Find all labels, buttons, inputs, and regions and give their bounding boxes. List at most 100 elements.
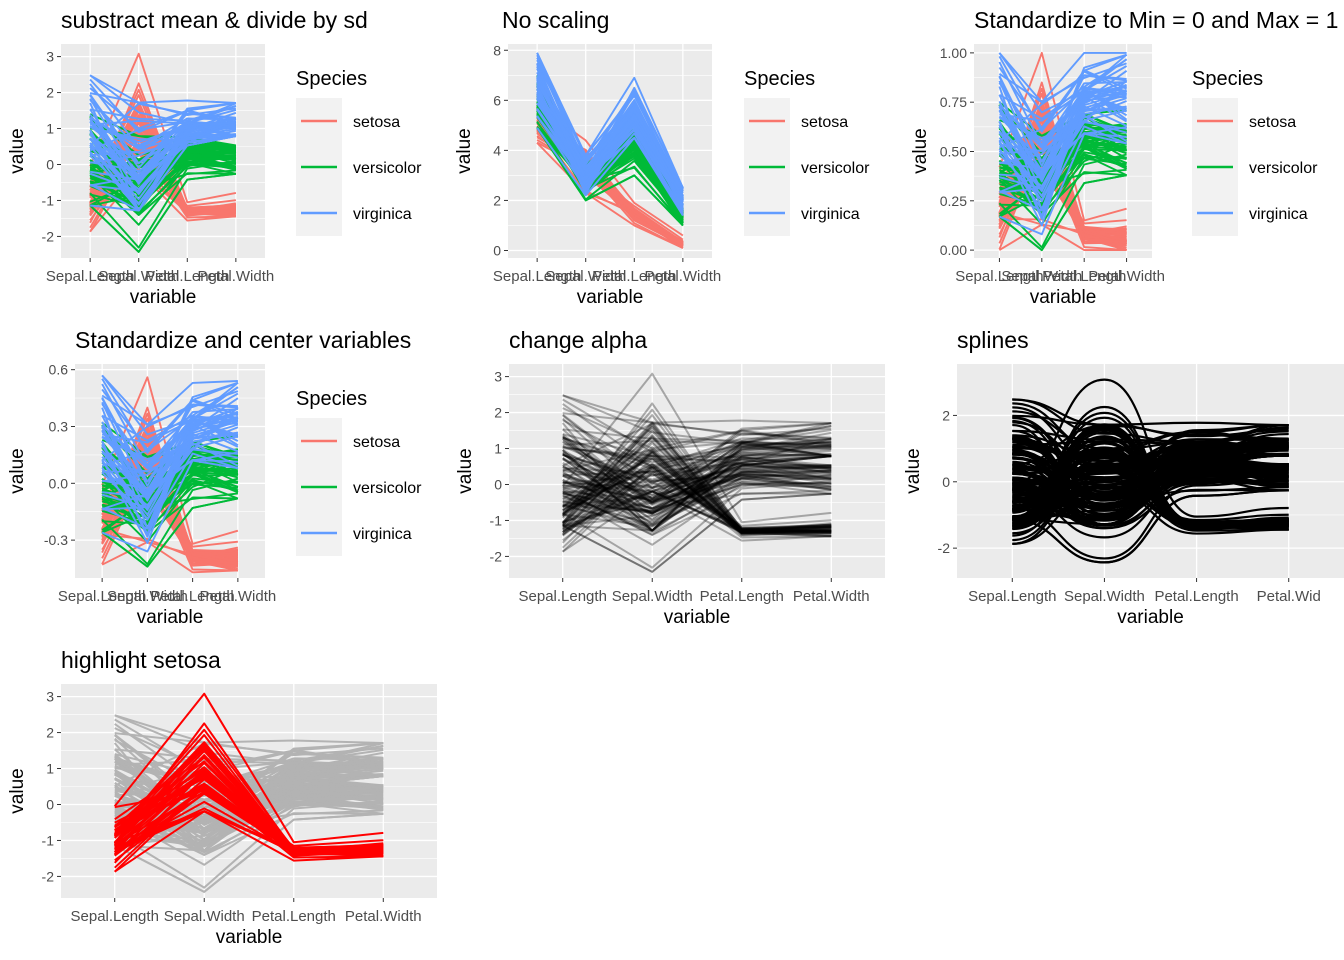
legend-label-versicolor: versicolor: [1249, 160, 1318, 177]
series-line-virginica: [562, 453, 832, 532]
series-line-setosa: [114, 785, 384, 873]
series-line-versicolor: [562, 469, 832, 515]
series-line-versicolor: [1012, 477, 1289, 560]
series-line-virginica: [101, 433, 239, 516]
series-line-virginica: [562, 451, 832, 521]
series-line-virginica: [101, 416, 239, 473]
x-axis-title: variable: [577, 287, 644, 308]
series-line-versicolor: [562, 492, 832, 573]
series-line-virginica: [562, 441, 832, 464]
series-line-setosa: [562, 490, 832, 535]
series-line-setosa: [562, 451, 832, 537]
x-tick-label: Sepal.Length: [46, 268, 134, 285]
series-line-setosa: [562, 469, 832, 530]
series-line-virginica: [562, 455, 832, 513]
series-line-versicolor: [89, 148, 237, 207]
series-line-virginica: [536, 102, 684, 201]
series-line-versicolor: [562, 468, 832, 527]
series-line-setosa: [561, 372, 832, 524]
series-line-versicolor: [562, 477, 832, 513]
chart-panel-2: No scaling02468Sepal.LengthSepal.WidthPe…: [454, 7, 870, 308]
series-line-virginica: [562, 413, 832, 485]
y-tick-label: 1: [46, 121, 54, 137]
series-line-virginica: [562, 429, 832, 504]
series-line-versicolor: [562, 454, 832, 481]
x-tick-label: Petal.Length: [592, 268, 676, 285]
series-line-setosa: [562, 458, 832, 536]
series-line-virginica: [114, 723, 384, 789]
series-line-setosa: [562, 490, 832, 533]
series-line-setosa: [561, 450, 832, 544]
series-line-virginica: [89, 121, 237, 184]
series-line-versicolor: [1012, 489, 1289, 564]
series-line-virginica: [562, 438, 832, 532]
series-line-virginica: [562, 436, 832, 467]
series-line-versicolor: [562, 473, 832, 489]
series-line-setosa: [562, 448, 832, 534]
series-line-setosa: [562, 440, 832, 534]
series-line-versicolor: [562, 465, 832, 533]
series-line-setosa: [562, 446, 832, 533]
x-tick-label: Sepal.Width: [164, 908, 245, 925]
y-tick-label: 0.25: [940, 193, 967, 209]
series-line-setosa: [561, 402, 832, 532]
series-lines: [1012, 378, 1289, 564]
series-line-virginica: [562, 438, 832, 500]
x-tick-label: Petal.Width: [198, 268, 275, 285]
series-line-versicolor: [562, 469, 832, 514]
series-line-virginica: [562, 455, 832, 501]
legend-label-versicolor: versicolor: [801, 160, 870, 177]
x-tick-label: Petal.Length: [1154, 588, 1238, 605]
y-tick-label: 0.00: [940, 242, 967, 258]
y-tick-label: -2: [42, 228, 55, 244]
legend: Species setosa versicolor virginica: [744, 68, 870, 236]
series-line-virginica: [562, 445, 832, 532]
series-line-virginica: [562, 428, 832, 505]
series-line-setosa: [562, 472, 832, 542]
y-tick-label: 0.0: [49, 475, 69, 491]
legend-label-virginica: virginica: [353, 526, 412, 543]
series-line-virginica: [90, 117, 237, 157]
series-line-versicolor: [562, 469, 832, 505]
series-line-virginica: [998, 83, 1127, 192]
series-line-virginica: [114, 744, 384, 766]
series-line-setosa: [561, 421, 832, 530]
y-tick-label: 2: [493, 192, 501, 208]
series-line-virginica: [562, 455, 832, 532]
x-tick-label: Sepal.Width: [107, 588, 188, 605]
series-line-virginica: [101, 458, 238, 511]
x-tick-label: Sepal.Width: [98, 268, 179, 285]
series-line-virginica: [562, 455, 832, 532]
series-line-setosa: [561, 430, 832, 534]
series-line-setosa: [562, 436, 832, 533]
x-tick-label: Sepal.Length: [71, 908, 159, 925]
series-line-virginica: [536, 74, 684, 192]
series-line-virginica: [101, 382, 239, 451]
x-tick-label: Sepal.Length: [955, 268, 1043, 285]
series-line-versicolor: [562, 452, 832, 517]
series-line-setosa: [562, 436, 832, 534]
series-line-virginica: [562, 394, 832, 424]
series-lines: [113, 692, 384, 893]
series-line-virginica: [536, 81, 684, 199]
series-line-virginica: [998, 105, 1127, 197]
series-line-virginica: [536, 115, 684, 215]
series-line-virginica: [1012, 441, 1289, 463]
series-line-virginica: [562, 440, 832, 474]
series-line-virginica: [562, 436, 832, 470]
series-line-setosa: [562, 449, 832, 533]
series-line-virginica: [562, 441, 832, 504]
series-line-versicolor: [1012, 467, 1289, 521]
series-line-virginica: [562, 446, 832, 484]
series-line-setosa: [114, 760, 384, 854]
series-line-setosa: [562, 462, 832, 532]
series-line-setosa: [562, 442, 832, 532]
series-line-virginica: [562, 446, 832, 461]
series-line-versicolor: [562, 482, 832, 546]
series-line-versicolor: [562, 456, 832, 509]
legend-label-setosa: setosa: [1249, 114, 1296, 131]
y-tick-label: 2: [46, 725, 54, 741]
series-line-virginica: [562, 440, 832, 515]
series-line-versicolor: [562, 466, 832, 523]
x-tick-label: Sepal.Width: [1064, 588, 1145, 605]
